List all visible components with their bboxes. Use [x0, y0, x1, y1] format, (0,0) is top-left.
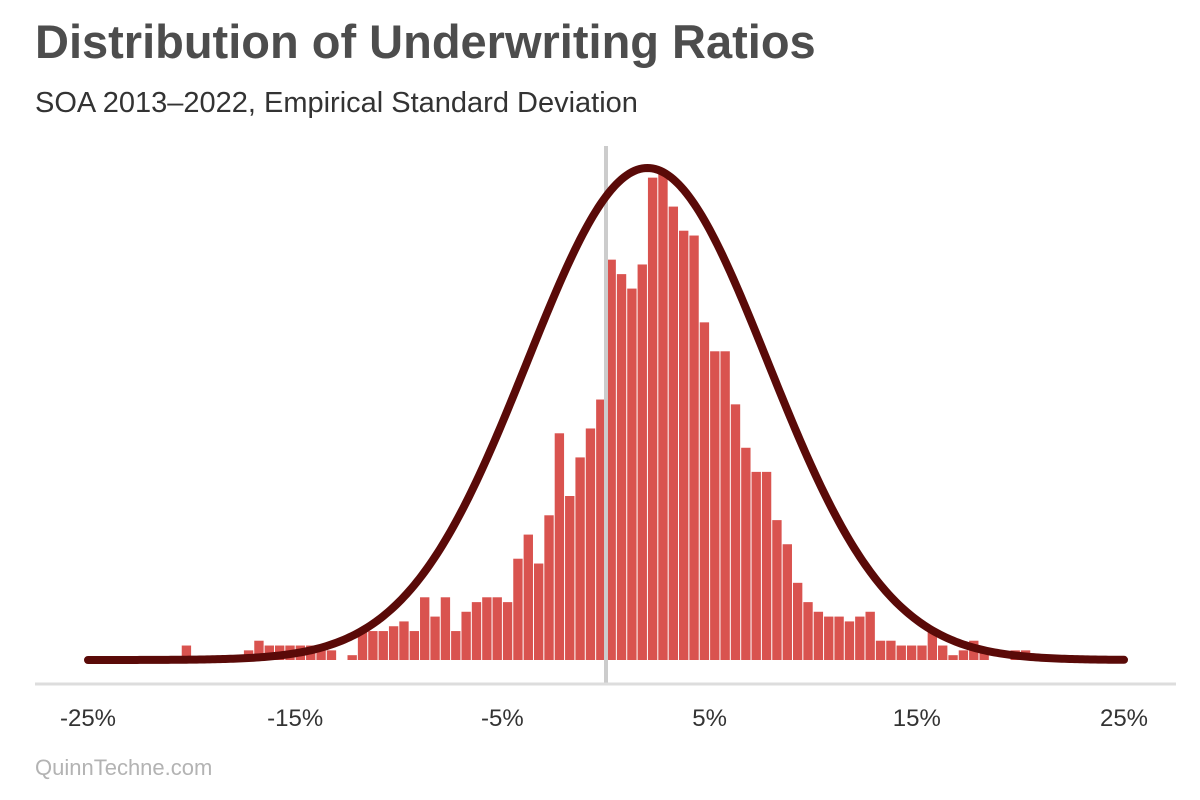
histogram-bar [554, 433, 565, 660]
histogram-bar [896, 645, 906, 660]
normal-curve [84, 163, 1128, 664]
histogram-bar [979, 650, 989, 660]
histogram-bar [357, 631, 368, 660]
histogram-bar [368, 631, 378, 660]
histogram-bar [751, 471, 761, 660]
histogram-bar [679, 230, 689, 660]
histogram-bar [782, 544, 792, 660]
histogram-bar [585, 428, 596, 660]
histogram-bar [347, 655, 357, 660]
histogram-bar [575, 457, 585, 660]
histogram-bar [730, 404, 741, 660]
histogram-bar [181, 645, 192, 660]
histogram-bars [181, 172, 1031, 660]
histogram-bar [461, 611, 471, 660]
histogram-bar [544, 515, 554, 660]
histogram-bar [254, 640, 264, 660]
histogram-bar [689, 235, 699, 660]
histogram-bar [647, 177, 658, 660]
histogram-bar [824, 616, 834, 660]
histogram-bar [471, 602, 482, 660]
histogram-bar [451, 631, 461, 660]
histogram-bar [482, 597, 492, 660]
histogram-bar [938, 645, 948, 660]
histogram-bar [844, 621, 855, 660]
histogram-bar [720, 351, 730, 660]
x-tick-label: 15% [893, 705, 941, 732]
chart-subtitle: SOA 2013–2022, Empirical Standard Deviat… [35, 87, 638, 119]
histogram-bar [513, 558, 523, 660]
histogram-bar [606, 259, 616, 660]
histogram-bar [875, 640, 886, 660]
histogram-bar [772, 520, 782, 660]
histogram-bar [316, 645, 326, 660]
histogram-bar [627, 288, 637, 660]
histogram-bar [803, 602, 813, 660]
x-tick-label: -15% [267, 705, 323, 732]
histogram-bar [865, 611, 875, 660]
histogram-bar [948, 655, 958, 660]
histogram-bar [378, 631, 388, 660]
histogram-bar [741, 447, 751, 660]
histogram-bar [792, 582, 803, 660]
histogram-bar [430, 616, 440, 660]
x-tick-label: 5% [692, 705, 727, 732]
histogram-bar [906, 645, 917, 660]
histogram-bar [699, 322, 710, 660]
histogram-bar [710, 351, 720, 660]
histogram-bar [668, 206, 679, 660]
histogram-bar [420, 597, 430, 660]
histogram-bar [492, 597, 502, 660]
histogram-bar [533, 563, 544, 660]
histogram-bar [596, 399, 606, 660]
x-tick-label: -25% [60, 705, 116, 732]
histogram-bar [616, 274, 627, 660]
x-tick-label: -5% [481, 705, 524, 732]
histogram-bar [565, 496, 575, 660]
histogram-bar [855, 616, 865, 660]
histogram-bar [658, 172, 668, 660]
x-tick-label: 25% [1100, 705, 1148, 732]
chart-title: Distribution of Underwriting Ratios [35, 15, 816, 68]
histogram-bar [886, 640, 896, 660]
histogram-bar [399, 621, 409, 660]
x-axis-tick-labels: -25% -15% -5% 5% 15% 25% [60, 705, 1148, 732]
histogram-bar [761, 471, 772, 660]
histogram-bar [326, 650, 337, 660]
histogram-bar [927, 631, 938, 660]
histogram-bar [523, 534, 533, 660]
histogram-bar [958, 650, 969, 660]
histogram-bar [502, 602, 513, 660]
histogram-bar [834, 616, 844, 660]
histogram-bar [388, 626, 399, 660]
histogram-bar [409, 631, 420, 660]
histogram-bar [637, 264, 647, 660]
histogram-bar [813, 611, 824, 660]
source-credit: QuinnTechne.com [35, 755, 213, 780]
histogram-bar [440, 597, 451, 660]
histogram-bar [917, 645, 927, 660]
